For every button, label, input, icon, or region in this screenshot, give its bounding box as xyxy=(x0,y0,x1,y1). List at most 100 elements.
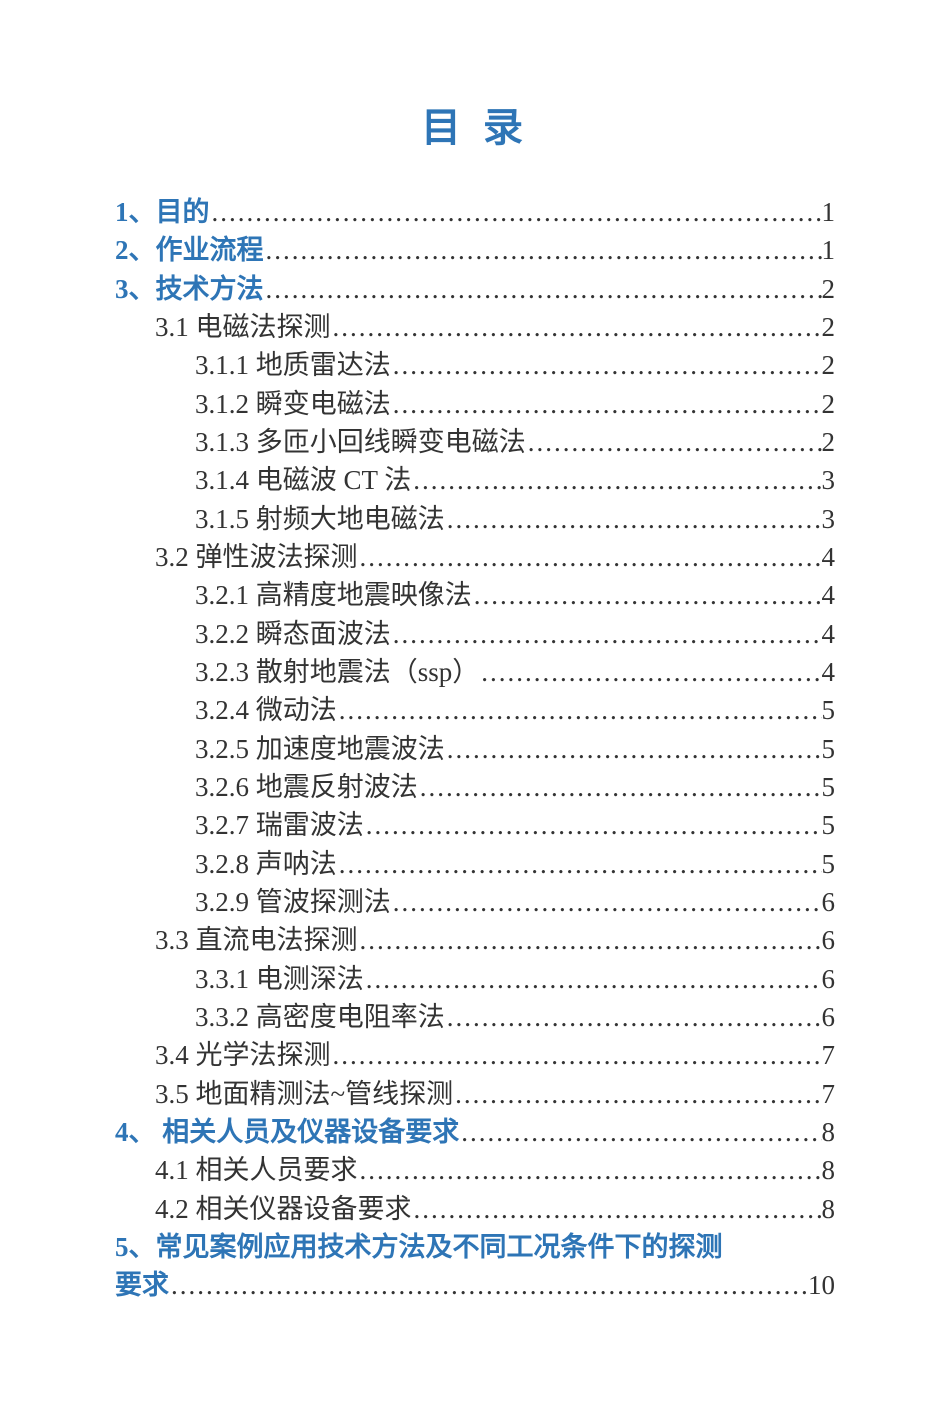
toc-entry-label: 3.2.7 瑞雷波法 xyxy=(195,806,364,844)
toc-entry[interactable]: 3.1.1 地质雷达法 2 xyxy=(115,346,835,384)
toc-leader-dots xyxy=(391,385,822,423)
toc-entry[interactable]: 4.2 相关仪器设备要求 8 xyxy=(115,1190,835,1228)
toc-entry-text: 常见案例应用技术方法及不同工况条件下的探测 xyxy=(156,1232,723,1262)
toc-page-number: 7 xyxy=(822,1036,836,1074)
toc-entry-number: 3.1.4 xyxy=(195,465,256,495)
toc-entry-wrapped[interactable]: 5、常见案例应用技术方法及不同工况条件下的探测要求 10 xyxy=(115,1228,835,1305)
toc-page-number: 8 xyxy=(822,1151,836,1189)
toc-leader-dots xyxy=(445,500,822,538)
toc-page-number: 2 xyxy=(822,385,836,423)
toc-entry[interactable]: 4、 相关人员及仪器设备要求 8 xyxy=(115,1113,835,1151)
toc-entry-number: 3.1.3 xyxy=(195,427,256,457)
toc-entry-label: 3.2.1 高精度地震映像法 xyxy=(195,576,472,614)
toc-entry-number: 3.2.3 xyxy=(195,657,256,687)
toc-entry[interactable]: 3、技术方法 2 xyxy=(115,270,835,308)
toc-entry[interactable]: 3.2.9 管波探测法 6 xyxy=(115,883,835,921)
toc-page-number: 4 xyxy=(822,615,836,653)
toc-entry[interactable]: 3.1 电磁法探测 2 xyxy=(115,308,835,346)
toc-entry[interactable]: 3.1.3 多匝小回线瞬变电磁法 2 xyxy=(115,423,835,461)
toc-page-number: 5 xyxy=(822,806,836,844)
toc-entry[interactable]: 3.2.8 声呐法 5 xyxy=(115,845,835,883)
toc-entry[interactable]: 3.3.2 高密度电阻率法 6 xyxy=(115,998,835,1036)
toc-leader-dots xyxy=(479,653,821,691)
toc-entry-label: 3.2.2 瞬态面波法 xyxy=(195,615,391,653)
toc-entry-label: 3.1 电磁法探测 xyxy=(155,308,331,346)
toc-entry-number: 3.1.2 xyxy=(195,389,256,419)
toc-entry-label: 3.1.3 多匝小回线瞬变电磁法 xyxy=(195,423,526,461)
toc-entry-number: 3.2.9 xyxy=(195,887,256,917)
toc-page-number: 4 xyxy=(822,538,836,576)
toc-leader-dots xyxy=(210,193,822,231)
toc-entry[interactable]: 3.1.2 瞬变电磁法 2 xyxy=(115,385,835,423)
toc-entry-number: 3.5 xyxy=(155,1079,196,1109)
toc-entry-label: 1、目的 xyxy=(115,193,210,231)
toc-entry-wrap-bottom: 要求 10 xyxy=(115,1266,835,1304)
toc-entry-text: 作业流程 xyxy=(156,235,264,265)
toc-entry[interactable]: 3.2.6 地震反射波法 5 xyxy=(115,768,835,806)
toc-page-number: 4 xyxy=(822,653,836,691)
toc-entry-text: 散射地震法（ssp） xyxy=(256,657,480,687)
toc-entry[interactable]: 3.2.5 加速度地震波法 5 xyxy=(115,730,835,768)
toc-entry-label: 3.5 地面精测法~管线探测 xyxy=(155,1075,453,1113)
toc-leader-dots xyxy=(526,423,822,461)
toc-entry[interactable]: 3.1.4 电磁波 CT 法 3 xyxy=(115,461,835,499)
toc-entry[interactable]: 3.2.4 微动法 5 xyxy=(115,691,835,729)
toc-entry-label: 3.2.5 加速度地震波法 xyxy=(195,730,445,768)
toc-leader-dots xyxy=(391,883,822,921)
toc-entry-text: 光学法探测 xyxy=(196,1040,331,1070)
toc-entry[interactable]: 1、目的 1 xyxy=(115,193,835,231)
toc-entry-wrap-top: 5、常见案例应用技术方法及不同工况条件下的探测 xyxy=(115,1228,835,1266)
toc-leader-dots xyxy=(459,1113,821,1151)
toc-page-number: 10 xyxy=(808,1266,835,1304)
toc-entry[interactable]: 3.5 地面精测法~管线探测 7 xyxy=(115,1075,835,1113)
toc-entry[interactable]: 3.4 光学法探测 7 xyxy=(115,1036,835,1074)
toc-page-number: 2 xyxy=(822,270,836,308)
toc-entry[interactable]: 3.2 弹性波法探测 4 xyxy=(115,538,835,576)
toc-entry[interactable]: 3.2.7 瑞雷波法 5 xyxy=(115,806,835,844)
toc-entry[interactable]: 3.2.2 瞬态面波法 4 xyxy=(115,615,835,653)
toc-entry-number: 3.3 xyxy=(155,925,196,955)
toc-entry-text: 管波探测法 xyxy=(256,887,391,917)
toc-entry-number: 5、 xyxy=(115,1232,156,1262)
toc-entry-number: 3、 xyxy=(115,274,156,304)
toc-entry-text: 高精度地震映像法 xyxy=(256,580,472,610)
toc-entry-number: 3.2.7 xyxy=(195,810,256,840)
toc-entry-text: 相关人员要求 xyxy=(196,1155,358,1185)
toc-page-number: 6 xyxy=(822,921,836,959)
toc-entry-label: 4.1 相关人员要求 xyxy=(155,1151,358,1189)
toc-entry[interactable]: 3.3 直流电法探测 6 xyxy=(115,921,835,959)
toc-entry[interactable]: 2、作业流程 1 xyxy=(115,231,835,269)
toc-entry[interactable]: 3.3.1 电测深法 6 xyxy=(115,960,835,998)
toc-entry-text: 电磁波 CT 法 xyxy=(256,465,412,495)
toc-leader-dots xyxy=(264,231,822,269)
toc-entry-label: 3.3.1 电测深法 xyxy=(195,960,364,998)
toc-leader-dots xyxy=(364,806,822,844)
toc-entry-text: 相关仪器设备要求 xyxy=(196,1194,412,1224)
toc-page-number: 2 xyxy=(822,346,836,384)
toc-entry-number: 4、 xyxy=(115,1117,162,1147)
toc-leader-dots xyxy=(169,1266,808,1304)
toc-entry[interactable]: 3.1.5 射频大地电磁法 3 xyxy=(115,500,835,538)
toc-entry[interactable]: 3.2.1 高精度地震映像法 4 xyxy=(115,576,835,614)
toc-entry-text: 电磁法探测 xyxy=(196,312,331,342)
toc-entry-number: 3.3.1 xyxy=(195,964,256,994)
toc-entry-text: 瞬态面波法 xyxy=(256,619,391,649)
toc-entry-number: 4.2 xyxy=(155,1194,196,1224)
toc-leader-dots xyxy=(337,691,822,729)
toc-leader-dots xyxy=(418,768,822,806)
toc-page-number: 8 xyxy=(822,1190,836,1228)
toc-page-number: 7 xyxy=(822,1075,836,1113)
toc-entry-text: 地质雷达法 xyxy=(256,350,391,380)
toc-entry-text: 地震反射波法 xyxy=(256,772,418,802)
toc-entry[interactable]: 3.2.3 散射地震法（ssp） 4 xyxy=(115,653,835,691)
toc-entry-number: 3.2.4 xyxy=(195,695,256,725)
toc-entry-label: 4.2 相关仪器设备要求 xyxy=(155,1190,412,1228)
toc-leader-dots xyxy=(412,1190,822,1228)
toc-entry-label: 3.2.9 管波探测法 xyxy=(195,883,391,921)
toc-page-number: 1 xyxy=(822,193,836,231)
toc-page-number: 3 xyxy=(822,500,836,538)
toc-entry-text: 加速度地震波法 xyxy=(256,734,445,764)
toc-entry-text: 电测深法 xyxy=(256,964,364,994)
toc-entry[interactable]: 4.1 相关人员要求 8 xyxy=(115,1151,835,1189)
toc-title: 目 录 xyxy=(115,95,835,153)
